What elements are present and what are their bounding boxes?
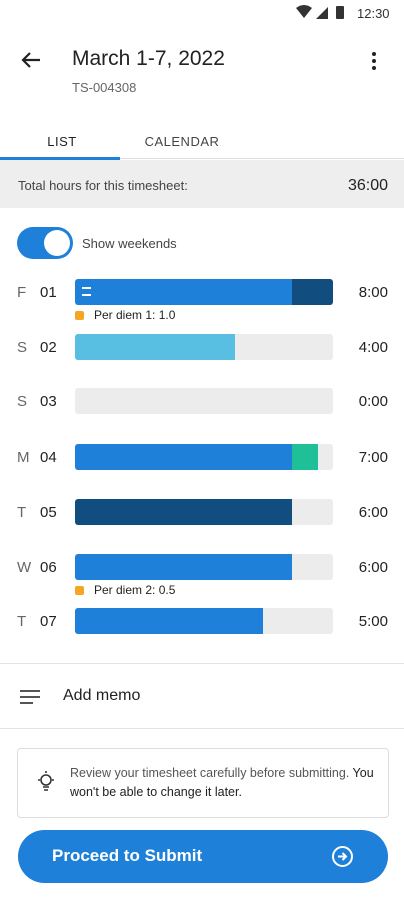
bar-track [75, 279, 333, 305]
bar-segment [291, 279, 333, 305]
bar-segment [75, 554, 292, 580]
bar-segment [75, 334, 235, 360]
bulb-icon [38, 771, 54, 791]
bar-track [75, 554, 333, 580]
hours: 5:00 [358, 613, 388, 630]
date: 07 [40, 613, 57, 630]
per-diem-label: Per diem 2: 0.5 [94, 583, 176, 597]
hours: 4:00 [358, 339, 388, 356]
weekday: S [17, 339, 28, 356]
toggle-label: Show weekends [82, 236, 177, 251]
summary-label: Total hours for this timesheet: [18, 178, 188, 193]
weekday: T [17, 613, 27, 630]
tab-indicator [0, 157, 120, 160]
bar-track [75, 499, 333, 525]
per-diem: Per diem 1: 1.0 [75, 308, 175, 322]
notice-text: Review your timesheet carefully before s… [70, 764, 375, 802]
tab[interactable]: CALENDAR [144, 134, 220, 149]
title: March 1-7, 2022 [72, 47, 225, 70]
hours: 6:00 [358, 559, 388, 576]
more-menu[interactable] [370, 51, 378, 71]
divider [0, 663, 404, 664]
divider [0, 728, 404, 729]
note-icon [82, 287, 91, 296]
summary-bar [0, 160, 404, 208]
bar-segment [75, 279, 292, 305]
notice-body: Review your timesheet carefully before s… [70, 766, 350, 780]
date: 02 [40, 339, 57, 356]
divider [0, 158, 404, 159]
date: 01 [40, 284, 57, 301]
bar-segment [291, 444, 318, 470]
summary-value: 36:00 [347, 177, 388, 194]
hours: 7:00 [358, 449, 388, 466]
toggle[interactable] [17, 227, 73, 259]
add-memo[interactable]: Add memo [63, 687, 141, 704]
bar-track [75, 388, 333, 414]
submit-button[interactable] [18, 830, 388, 883]
bar-track [75, 334, 333, 360]
submit-icon [332, 846, 353, 867]
subtitle: TS-004308 [72, 80, 137, 95]
notice-emphasis: You won't be able to change it later. [70, 766, 374, 799]
memo-icon [20, 690, 40, 704]
clock: 12:30 [357, 6, 390, 21]
per-diem-dot [75, 585, 84, 595]
notice-box [17, 748, 389, 818]
per-diem-dot [75, 310, 84, 320]
hours: 6:00 [358, 504, 388, 521]
hours: 0:00 [358, 393, 388, 410]
tab[interactable]: LIST [47, 134, 77, 149]
date: 04 [40, 449, 57, 466]
date: 05 [40, 504, 57, 521]
date: 06 [40, 559, 57, 576]
bar-segment [75, 608, 264, 634]
bar-track [75, 444, 333, 470]
weekday: F [17, 284, 27, 301]
weekday: T [17, 504, 27, 521]
per-diem-label: Per diem 1: 1.0 [94, 308, 176, 322]
status-icons [296, 5, 344, 19]
hours: 8:00 [358, 284, 388, 301]
submit-label: Proceed to Submit [52, 846, 203, 865]
bar-track [75, 608, 333, 634]
weekday: W [17, 559, 32, 576]
back-button[interactable] [20, 50, 42, 70]
date: 03 [40, 393, 57, 410]
bar-segment [75, 444, 292, 470]
weekday: M [17, 449, 30, 466]
weekday: S [17, 393, 28, 410]
per-diem: Per diem 2: 0.5 [75, 583, 175, 597]
bar-segment [75, 499, 292, 525]
